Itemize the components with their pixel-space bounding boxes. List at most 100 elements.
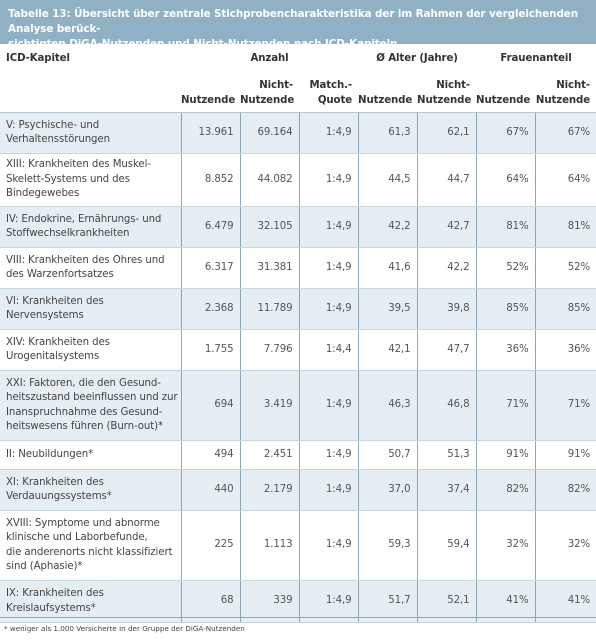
statistics-table: ICD-Kapitel Anzahl Ø Alter (Jahre) Fraue… xyxy=(0,44,596,623)
cell-frauen-nicht-nutzende: 91% xyxy=(534,440,596,470)
cell-frauen-nutzende: 36% xyxy=(475,329,536,371)
cell-alter-nutzende: 41,6 xyxy=(357,247,418,289)
cell-frauen-nutzende: 82% xyxy=(475,469,536,511)
icd-chapter-label: XI: Krankheiten des Verdauungssystems* xyxy=(0,469,181,511)
table-row: XIV: Krankheiten des Urogenitalsystems 1.7… xyxy=(0,329,596,371)
cell-match-quote: 1:4,9 xyxy=(298,206,359,248)
table-row: XXI: Faktoren, die den Gesund-heitszusta… xyxy=(0,370,596,441)
cell-frauen-nutzende: 32% xyxy=(475,510,536,581)
cell-anzahl-nicht-nutzende: 339 xyxy=(239,580,299,623)
cell-frauen-nutzende: 81% xyxy=(475,206,536,248)
header-frauen-nutzende: Nutzende xyxy=(476,74,536,113)
cell-frauen-nutzende: 91% xyxy=(475,440,536,470)
icd-chapter-label: VIII: Krankheiten des Ohres und des Warze… xyxy=(0,247,181,289)
cell-match-quote: 1:4,9 xyxy=(298,370,359,441)
cell-anzahl-nutzende: 694 xyxy=(180,370,240,441)
cell-alter-nutzende: 51,7 xyxy=(357,580,418,623)
table-body: V: Psychische- und Verhaltensstörungen 13.… xyxy=(0,112,596,623)
cell-alter-nicht-nutzende: 44,7 xyxy=(416,153,477,207)
cell-alter-nutzende: 46,3 xyxy=(357,370,418,441)
header-anzahl: Anzahl xyxy=(250,52,289,64)
table-title-line-1: Tabelle 13: Übersicht über zentrale Stic… xyxy=(8,8,579,35)
header-frauenanteil: Frauenanteil xyxy=(500,52,572,64)
table-row: II: Neubildungen* 494 2.451 1:4,9 50,7 51,3 91… xyxy=(0,440,596,470)
cell-anzahl-nutzende: 68 xyxy=(180,580,240,623)
header-icd-kapitel: ICD-Kapitel xyxy=(6,52,70,64)
header-alter-nutzende: Nutzende xyxy=(358,74,418,113)
icd-chapter-label: II: Neubildungen* xyxy=(0,440,181,470)
cell-frauen-nicht-nutzende: 85% xyxy=(534,288,596,330)
cell-frauen-nicht-nutzende: 81% xyxy=(534,206,596,248)
cell-anzahl-nutzende: 2.368 xyxy=(180,288,240,330)
header-anzahl-nicht-nutzende: Nicht- Nutzende xyxy=(240,74,299,113)
cell-frauen-nicht-nutzende: 41% xyxy=(534,580,596,623)
cell-alter-nicht-nutzende: 42,7 xyxy=(416,206,477,248)
cell-alter-nicht-nutzende: 42,2 xyxy=(416,247,477,289)
cell-alter-nicht-nutzende: 39,8 xyxy=(416,288,477,330)
table-row: VI: Krankheiten des Nervensystems 2.368 11.… xyxy=(0,288,596,330)
cell-anzahl-nutzende: 225 xyxy=(180,510,240,581)
icd-chapter-label: XIV: Krankheiten des Urogenitalsystems xyxy=(0,329,181,371)
cell-anzahl-nutzende: 8.852 xyxy=(180,153,240,207)
cell-frauen-nicht-nutzende: 52% xyxy=(534,247,596,289)
cell-match-quote: 1:4,9 xyxy=(298,247,359,289)
cell-anzahl-nicht-nutzende: 11.789 xyxy=(239,288,299,330)
cell-match-quote: 1:4,4 xyxy=(298,329,359,371)
cell-match-quote: 1:4,9 xyxy=(298,153,359,207)
cell-match-quote: 1:4,9 xyxy=(298,440,359,470)
table-row: IV: Endokrine, Ernährungs- und Stoffwechs… xyxy=(0,206,596,248)
cell-anzahl-nicht-nutzende: 3.419 xyxy=(239,370,299,441)
cell-frauen-nutzende: 52% xyxy=(475,247,536,289)
icd-chapter-label: V: Psychische- und Verhaltensstörungen xyxy=(0,112,181,154)
cell-frauen-nicht-nutzende: 82% xyxy=(534,469,596,511)
cell-frauen-nutzende: 85% xyxy=(475,288,536,330)
table-row: V: Psychische- und Verhaltensstörungen 13.… xyxy=(0,112,596,154)
cell-match-quote: 1:4,9 xyxy=(298,288,359,330)
icd-chapter-label: XIII: Krankheiten des Muskel- Skelett-Sys… xyxy=(0,153,181,207)
icd-chapter-label: IX: Krankheiten des Kreislaufsystems* xyxy=(0,580,181,623)
cell-frauen-nicht-nutzende: 67% xyxy=(534,112,596,154)
cell-anzahl-nicht-nutzende: 44.082 xyxy=(239,153,299,207)
cell-alter-nutzende: 44,5 xyxy=(357,153,418,207)
cell-frauen-nutzende: 67% xyxy=(475,112,536,154)
cell-alter-nutzende: 50,7 xyxy=(357,440,418,470)
cell-alter-nutzende: 37,0 xyxy=(357,469,418,511)
cell-anzahl-nicht-nutzende: 2.451 xyxy=(239,440,299,470)
table-row: VIII: Krankheiten des Ohres und des Warze… xyxy=(0,247,596,289)
cell-alter-nicht-nutzende: 62,1 xyxy=(416,112,477,154)
cell-anzahl-nutzende: 494 xyxy=(180,440,240,470)
cell-alter-nicht-nutzende: 46,8 xyxy=(416,370,477,441)
table-row: IX: Krankheiten des Kreislaufsystems* 68 33… xyxy=(0,580,596,623)
cell-frauen-nicht-nutzende: 64% xyxy=(534,153,596,207)
header-row-groups: ICD-Kapitel Anzahl Ø Alter (Jahre) Fraue… xyxy=(0,44,596,74)
header-empty xyxy=(0,74,181,113)
header-frauen-nicht-nutzende: Nicht- Nutzende xyxy=(535,74,596,113)
header-match-quote: Match.- Quote xyxy=(299,74,359,113)
cell-alter-nicht-nutzende: 37,4 xyxy=(416,469,477,511)
icd-chapter-label: XVIII: Symptome und abnorme klinische und… xyxy=(0,510,181,581)
cell-frauen-nicht-nutzende: 36% xyxy=(534,329,596,371)
table-bottom-rule xyxy=(0,617,596,618)
cell-anzahl-nutzende: 440 xyxy=(180,469,240,511)
header-row-sub: Nutzende Nicht- Nutzende Match.- Quote Nut… xyxy=(0,74,596,113)
header-anzahl-nutzende: Nutzende xyxy=(181,74,240,113)
cell-anzahl-nutzende: 1.755 xyxy=(180,329,240,371)
icd-chapter-label: XXI: Faktoren, die den Gesund-heitszusta… xyxy=(0,370,181,441)
cell-alter-nicht-nutzende: 51,3 xyxy=(416,440,477,470)
cell-match-quote: 1:4,9 xyxy=(298,510,359,581)
cell-anzahl-nicht-nutzende: 2.179 xyxy=(239,469,299,511)
cell-anzahl-nicht-nutzende: 7.796 xyxy=(239,329,299,371)
cell-alter-nutzende: 39,5 xyxy=(357,288,418,330)
cell-anzahl-nicht-nutzende: 1.113 xyxy=(239,510,299,581)
icd-chapter-label: VI: Krankheiten des Nervensystems xyxy=(0,288,181,330)
cell-anzahl-nutzende: 13.961 xyxy=(180,112,240,154)
table-row: XIII: Krankheiten des Muskel- Skelett-Sys… xyxy=(0,153,596,207)
table-row: XVIII: Symptome und abnorme klinische und… xyxy=(0,510,596,581)
cell-alter-nutzende: 42,1 xyxy=(357,329,418,371)
cell-anzahl-nicht-nutzende: 32.105 xyxy=(239,206,299,248)
table-title: Tabelle 13: Übersicht über zentrale Stic… xyxy=(0,0,596,50)
cell-alter-nutzende: 59,3 xyxy=(357,510,418,581)
cell-alter-nutzende: 42,2 xyxy=(357,206,418,248)
cell-frauen-nutzende: 41% xyxy=(475,580,536,623)
cell-frauen-nicht-nutzende: 32% xyxy=(534,510,596,581)
